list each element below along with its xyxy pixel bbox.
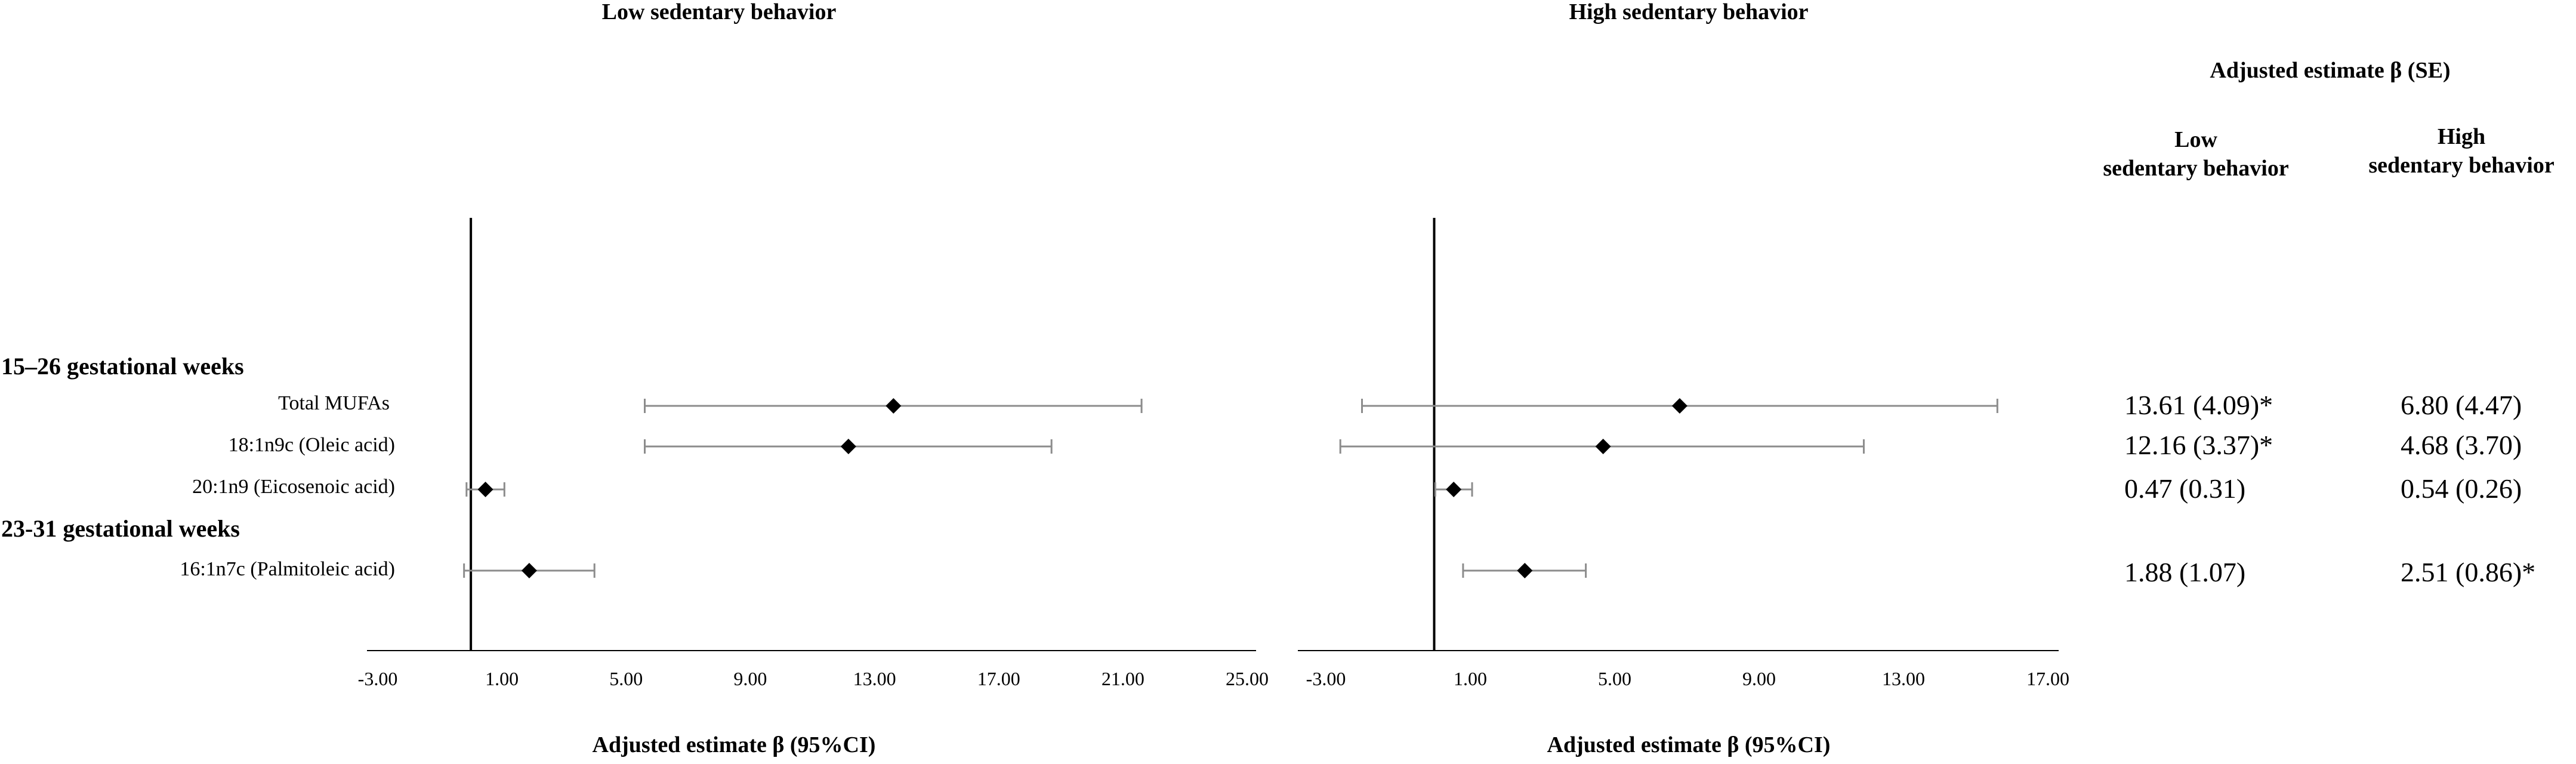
panel-title-low: Low sedentary behavior — [601, 0, 837, 24]
table-col-high-line1: High — [2437, 124, 2486, 149]
table-col-high-line2: sedentary behavior — [2368, 153, 2555, 178]
table-col-high-heading: High sedentary behavior — [2368, 122, 2554, 180]
x-tick-label-low-7: 25.00 — [1226, 668, 1269, 689]
group-heading-23-31-weeks: 23-31 gestational weeks — [1, 515, 240, 542]
x-tick-label-high-2: 5.00 — [1598, 668, 1631, 689]
point-estimate-high-16-1n7c-palmitoleic-acid — [1517, 563, 1533, 578]
table-cell-low-total-mufas: 13.61 (4.09)* — [2124, 390, 2273, 420]
table-cell-high-oleic-acid: 4.68 (3.70) — [2401, 430, 2522, 460]
table-cell-high-total-mufas: 6.80 (4.47) — [2401, 390, 2522, 420]
point-estimate-high-total-mufas — [1671, 398, 1687, 414]
point-estimate-low-total-mufas — [886, 398, 902, 414]
x-tick-label-low-0: -3.00 — [358, 668, 398, 689]
x-tick-label-low-3: 9.00 — [733, 668, 767, 689]
row-label-palmitoleic-acid: 16:1n7c (Palmitoleic acid) — [180, 558, 395, 580]
x-tick-label-high-4: 13.00 — [1882, 668, 1925, 689]
group-heading-15-26-weeks: 15–26 gestational weeks — [1, 353, 244, 380]
x-axis-label-high: Adjusted estimate β (95%CI) — [1547, 732, 1831, 757]
x-tick-label-high-5: 17.00 — [2026, 668, 2069, 689]
table-col-low-heading: Low sedentary behavior — [2103, 125, 2288, 183]
table-col-low-line1: Low — [2174, 127, 2217, 152]
x-tick-label-high-1: 1.00 — [1454, 668, 1487, 689]
x-tick-label-low-4: 13.00 — [853, 668, 896, 689]
x-tick-label-low-2: 5.00 — [609, 668, 643, 689]
x-tick-label-high-0: -3.00 — [1306, 668, 1346, 689]
point-estimate-low-20-1n9-eicosenoic-acid — [477, 482, 493, 497]
x-axis-label-low: Adjusted estimate β (95%CI) — [592, 732, 876, 757]
table-cell-low-oleic-acid: 12.16 (3.37)* — [2124, 430, 2273, 460]
row-label-eicosenoic-acid: 20:1n9 (Eicosenoic acid) — [192, 476, 395, 498]
table-cell-high-eicosenoic-acid: 0.54 (0.26) — [2401, 473, 2522, 504]
point-estimate-high-18-1n9c-oleic-acid — [1595, 439, 1611, 454]
point-estimate-low-16-1n7c-palmitoleic-acid — [521, 563, 537, 578]
row-label-oleic-acid: 18:1n9c (Oleic acid) — [228, 434, 395, 456]
table-cell-low-palmitoleic-acid: 1.88 (1.07) — [2124, 557, 2246, 587]
point-estimate-high-20-1n9-eicosenoic-acid — [1446, 482, 1462, 497]
point-estimate-low-18-1n9c-oleic-acid — [840, 439, 856, 454]
panel-title-high: High sedentary behavior — [1569, 0, 1809, 24]
table-header: Adjusted estimate β (SE) — [2210, 58, 2451, 83]
row-label-total-mufas: Total MUFAs — [278, 392, 390, 414]
table-col-low-line2: sedentary behavior — [2103, 156, 2289, 181]
x-tick-label-low-6: 21.00 — [1102, 668, 1144, 689]
x-tick-label-low-5: 17.00 — [977, 668, 1020, 689]
x-tick-label-low-1: 1.00 — [485, 668, 519, 689]
table-cell-high-palmitoleic-acid: 2.51 (0.86)* — [2401, 557, 2536, 587]
x-tick-label-high-3: 9.00 — [1742, 668, 1776, 689]
table-cell-low-eicosenoic-acid: 0.47 (0.31) — [2124, 473, 2246, 504]
